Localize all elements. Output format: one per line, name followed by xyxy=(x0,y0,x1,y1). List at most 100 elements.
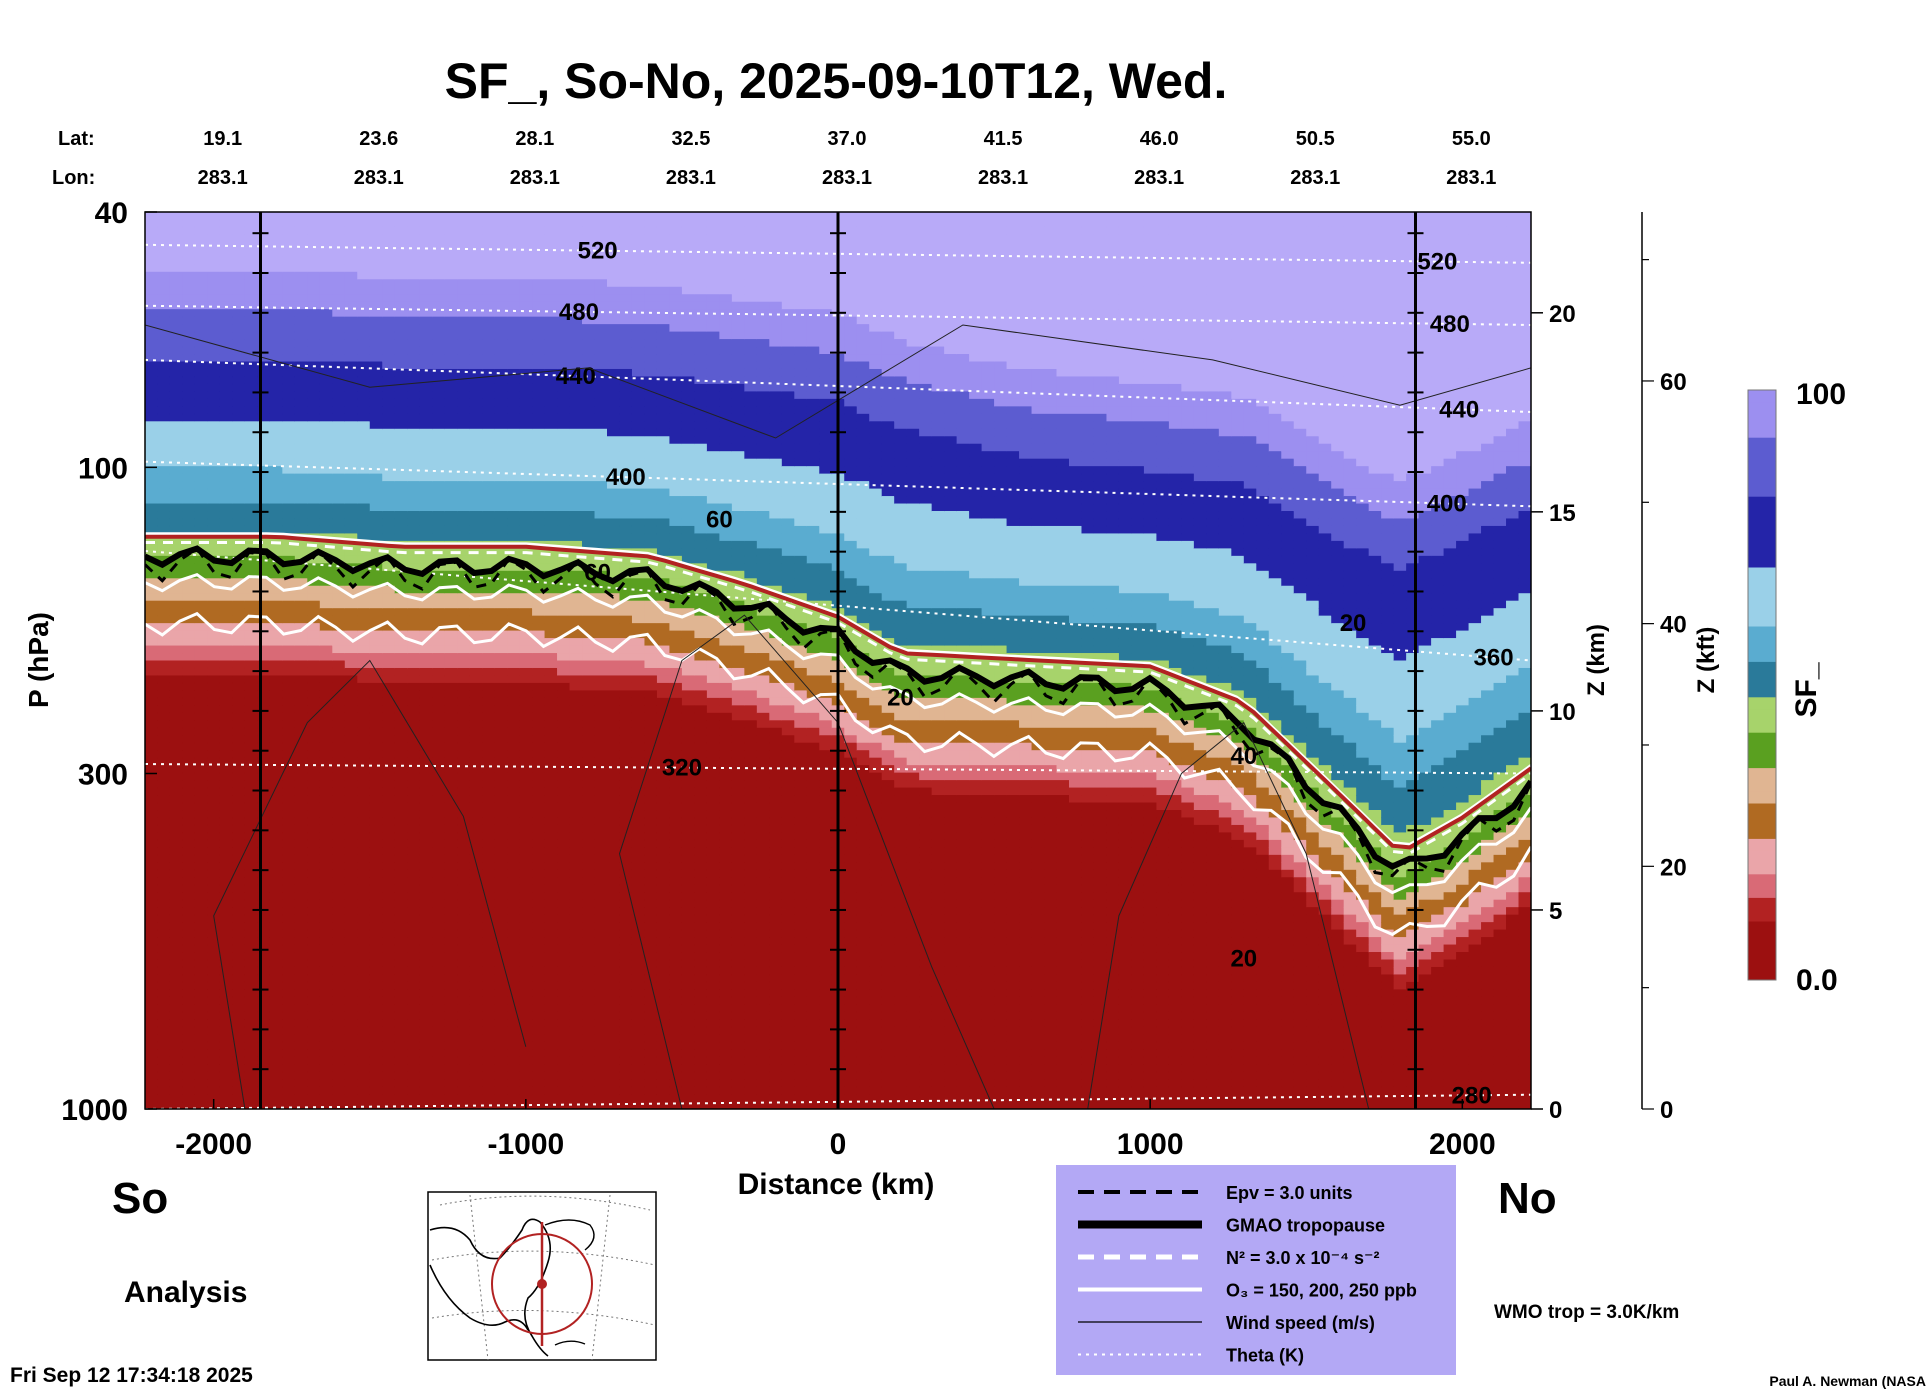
heatmap-cell xyxy=(182,421,196,430)
heatmap-cell xyxy=(319,937,333,946)
heatmap-cell xyxy=(344,832,358,841)
heatmap-cell xyxy=(656,600,671,609)
heatmap-cell xyxy=(407,548,421,557)
heatmap-cell xyxy=(194,712,209,721)
heatmap-cell xyxy=(532,421,546,430)
heatmap-cell xyxy=(519,241,533,250)
heatmap-cell xyxy=(631,428,646,437)
heatmap-cell xyxy=(232,667,246,677)
heatmap-cell xyxy=(194,1049,209,1058)
heatmap-cell xyxy=(532,952,546,961)
heatmap-cell xyxy=(219,361,234,370)
heatmap-cell xyxy=(169,907,184,916)
heatmap-cell xyxy=(532,1049,546,1058)
heatmap-cell xyxy=(307,294,321,303)
heatmap-cell xyxy=(382,413,396,422)
heatmap-cell xyxy=(157,413,171,422)
heatmap-cell xyxy=(207,391,221,400)
heatmap-cell xyxy=(544,690,558,699)
heatmap-cell xyxy=(469,294,483,303)
heatmap-cell xyxy=(169,645,184,654)
heatmap-cell xyxy=(282,705,296,714)
heatmap-cell xyxy=(369,413,383,422)
heatmap-cell xyxy=(407,645,421,654)
heatmap-cell xyxy=(482,555,496,564)
heatmap-cell xyxy=(382,974,396,983)
heatmap-cell xyxy=(282,899,296,908)
heatmap-cell xyxy=(607,585,621,594)
heatmap-cell xyxy=(494,1101,508,1109)
heatmap-cell xyxy=(307,488,321,497)
heatmap-cell xyxy=(457,1079,471,1088)
heatmap-cell xyxy=(332,660,346,669)
heatmap-cell xyxy=(307,428,321,437)
heatmap-cell xyxy=(307,944,321,953)
heatmap-cell xyxy=(369,473,383,482)
heatmap-cell xyxy=(282,720,296,729)
heatmap-cell xyxy=(169,503,184,512)
heatmap-cell xyxy=(507,466,521,475)
heatmap-cell xyxy=(407,712,421,721)
heatmap-cell xyxy=(182,458,196,467)
heatmap-cell xyxy=(257,264,271,273)
heatmap-cell xyxy=(582,458,596,467)
heatmap-cell xyxy=(169,922,184,931)
heatmap-cell xyxy=(157,944,171,953)
heatmap-cell xyxy=(282,966,296,976)
heatmap-cell xyxy=(294,398,308,407)
heatmap-cell xyxy=(569,705,583,714)
heatmap-cell xyxy=(157,697,171,706)
heatmap-cell xyxy=(357,1064,371,1073)
heatmap-cell xyxy=(344,503,358,512)
heatmap-cell xyxy=(282,630,296,639)
heatmap-cell xyxy=(269,286,283,295)
heatmap-cell xyxy=(319,286,333,295)
heatmap-cell xyxy=(357,929,371,938)
heatmap-cell xyxy=(494,780,508,789)
heatmap-cell xyxy=(619,1094,633,1103)
heatmap-cell xyxy=(145,996,159,1005)
heatmap-cell xyxy=(457,271,471,280)
heatmap-cell xyxy=(269,787,283,796)
heatmap-cell xyxy=(532,234,546,243)
heatmap-cell xyxy=(319,249,333,258)
heatmap-cell xyxy=(656,548,671,557)
heatmap-cell xyxy=(644,226,658,236)
heatmap-cell xyxy=(357,608,371,617)
heatmap-cell xyxy=(219,488,234,497)
heatmap-cell xyxy=(219,331,234,340)
heatmap-cell xyxy=(294,1079,308,1088)
heatmap-cell xyxy=(457,839,471,848)
heatmap-cell xyxy=(157,525,171,535)
heatmap-cell xyxy=(257,899,271,908)
heatmap-cell xyxy=(656,615,671,624)
heatmap-cell xyxy=(569,810,583,819)
heatmap-cell xyxy=(244,1101,258,1109)
heatmap-cell xyxy=(432,1019,446,1028)
heatmap-cell xyxy=(244,383,258,392)
heatmap-cell xyxy=(307,922,321,931)
heatmap-cell xyxy=(394,533,408,542)
heatmap-cell xyxy=(407,974,421,983)
heatmap-cell xyxy=(519,324,533,333)
heatmap-cell xyxy=(507,406,521,415)
heatmap-cell xyxy=(631,1079,646,1088)
heatmap-cell xyxy=(194,331,209,340)
heatmap-cell xyxy=(594,757,608,766)
heatmap-cell xyxy=(257,944,271,953)
heatmap-cell xyxy=(419,690,433,699)
heatmap-cell xyxy=(407,608,421,617)
heatmap-cell xyxy=(457,974,471,983)
heatmap-cell xyxy=(482,570,496,579)
heatmap-cell xyxy=(319,264,333,273)
heatmap-cell xyxy=(656,212,671,221)
heatmap-cell xyxy=(494,570,508,579)
heatmap-cell xyxy=(319,795,333,804)
heatmap-cell xyxy=(244,473,258,482)
heatmap-cell xyxy=(644,690,658,699)
heatmap-cell xyxy=(607,1056,621,1065)
heatmap-cell xyxy=(319,525,333,535)
heatmap-cell xyxy=(656,361,671,370)
heatmap-cell xyxy=(656,398,671,407)
heatmap-cell xyxy=(232,1094,246,1103)
